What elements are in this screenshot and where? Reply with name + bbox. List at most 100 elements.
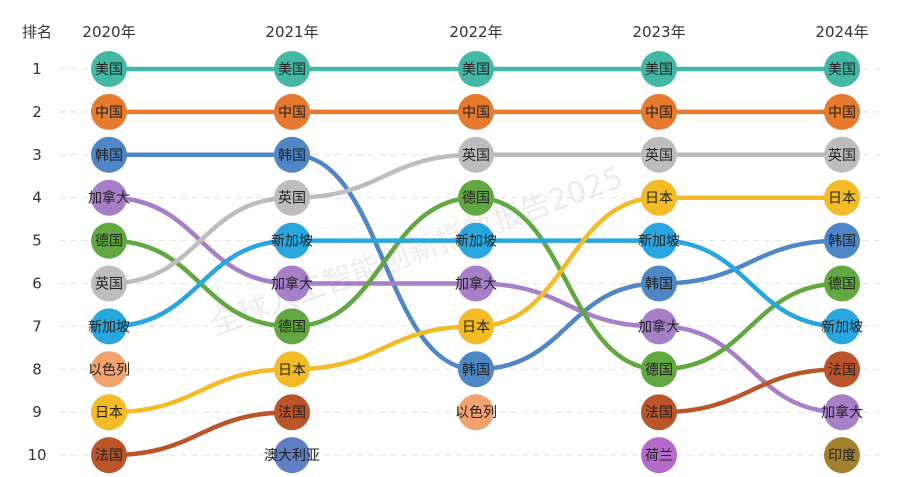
node-label: 加拿大 — [455, 276, 497, 293]
node-label: 英国 — [828, 147, 856, 164]
rank-node: 韩国 — [91, 136, 127, 173]
node-circle — [641, 51, 677, 87]
rank-tick-label: 7 — [32, 317, 42, 335]
node-label: 中国 — [462, 105, 490, 121]
rank-node: 德国 — [91, 222, 127, 259]
node-circle — [824, 351, 860, 388]
rank-node: 德国 — [824, 265, 860, 302]
rank-tick-label: 5 — [32, 232, 42, 250]
node-circle — [274, 394, 310, 431]
node-circle — [274, 51, 310, 87]
rank-node: 美国 — [641, 51, 677, 87]
rank-node: 英国 — [91, 265, 127, 302]
node-label: 澳大利亚 — [264, 448, 320, 464]
year-label: 2021年 — [265, 23, 318, 41]
rank-node: 中国 — [824, 93, 860, 130]
series-lines — [106, 66, 845, 458]
rank-node: 德国 — [274, 308, 310, 345]
node-circle — [274, 351, 310, 388]
node-label: 美国 — [828, 62, 856, 78]
rank-node: 加拿大 — [271, 265, 313, 302]
series-nodes: 美国中国韩国加拿大德国英国新加坡以色列日本法国美国中国韩国英国新加坡加拿大德国日… — [88, 51, 863, 474]
node-circle — [824, 93, 860, 130]
rank-node: 新加坡 — [271, 222, 313, 259]
rank-node: 中国 — [274, 93, 310, 130]
node-circle — [824, 51, 860, 87]
node-label: 荷兰 — [645, 448, 673, 464]
node-circle — [274, 179, 310, 216]
rank-node: 法国 — [274, 394, 310, 431]
series-line — [656, 238, 845, 329]
node-circle — [91, 351, 127, 388]
node-circle — [274, 308, 310, 345]
node-label: 新加坡 — [271, 234, 313, 250]
rank-node: 韩国 — [274, 136, 310, 173]
rank-node: 法国 — [824, 351, 860, 388]
rank-node: 澳大利亚 — [264, 437, 320, 474]
node-label: 英国 — [95, 276, 123, 293]
node-label: 以色列 — [88, 361, 130, 378]
series-line — [656, 238, 845, 286]
series-line — [289, 152, 479, 200]
node-label: 韩国 — [278, 148, 306, 164]
node-label: 新加坡 — [455, 234, 497, 250]
series-line — [289, 195, 479, 329]
node-circle — [458, 265, 494, 302]
year-label: 2022年 — [449, 23, 502, 41]
rank-node: 英国 — [274, 179, 310, 216]
watermark: 全球人工智能创新指数报告2025 — [206, 160, 628, 342]
year-label: 2020年 — [82, 23, 135, 41]
node-label: 加拿大 — [638, 318, 680, 335]
watermark-text: 全球人工智能创新指数报告2025 — [206, 160, 628, 342]
node-circle — [641, 93, 677, 130]
node-circle — [824, 394, 860, 431]
rank-node: 法国 — [91, 437, 127, 474]
rank-node: 韩国 — [824, 222, 860, 259]
series-line — [289, 324, 479, 372]
node-circle — [458, 351, 494, 388]
node-circle — [458, 51, 494, 87]
node-circle — [91, 93, 127, 130]
node-label: 德国 — [278, 319, 306, 335]
rank-node: 以色列 — [455, 394, 497, 431]
node-label: 德国 — [462, 191, 490, 207]
node-label: 加拿大 — [821, 404, 863, 421]
rank-node: 加拿大 — [821, 394, 863, 431]
node-circle — [824, 222, 860, 259]
node-circle — [458, 93, 494, 130]
series-line — [106, 409, 295, 458]
rank-tick-label: 8 — [32, 360, 42, 378]
rank-axis-title: 排名 — [22, 23, 52, 41]
node-label: 中国 — [828, 105, 856, 121]
series-line — [473, 281, 662, 329]
node-circle — [641, 179, 677, 216]
rank-tick-label: 10 — [27, 446, 46, 464]
node-circle — [91, 308, 127, 345]
rank-node: 日本 — [458, 308, 494, 345]
node-circle — [641, 394, 677, 431]
node-circle — [91, 136, 127, 173]
node-circle — [91, 222, 127, 259]
rank-node: 加拿大 — [88, 179, 130, 216]
rank-tick-label: 9 — [32, 403, 42, 421]
node-circle — [641, 437, 677, 474]
series-line — [106, 238, 295, 329]
node-label: 美国 — [462, 62, 490, 78]
node-circle — [824, 308, 860, 345]
rank-node: 英国 — [824, 136, 860, 173]
node-circle — [824, 136, 860, 173]
rank-node: 韩国 — [641, 265, 677, 302]
node-label: 新加坡 — [821, 319, 863, 335]
rank-node: 加拿大 — [638, 308, 680, 345]
rank-node: 德国 — [641, 351, 677, 388]
rank-node: 新加坡 — [821, 308, 863, 345]
node-circle — [641, 308, 677, 345]
node-circle — [458, 179, 494, 216]
node-label: 日本 — [95, 405, 123, 421]
node-label: 法国 — [645, 405, 673, 421]
node-circle — [824, 437, 860, 474]
node-circle — [274, 437, 310, 474]
node-label: 日本 — [828, 191, 856, 207]
node-label: 以色列 — [455, 404, 497, 421]
